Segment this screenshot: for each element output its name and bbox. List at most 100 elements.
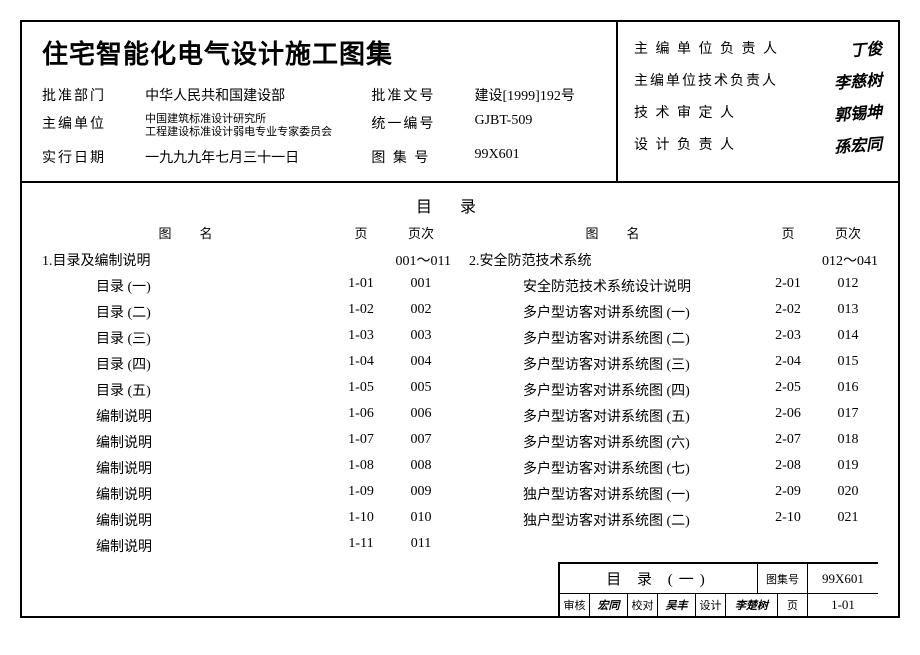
toc-item-seq: 013 <box>818 302 878 322</box>
toc-item-seq: 012 <box>818 276 878 296</box>
editor-unit-label: 主编单位 <box>42 113 127 139</box>
toc-item-seq: 002 <box>391 302 451 322</box>
toc-item-page: 2-06 <box>758 406 818 426</box>
section-range: 012～041 <box>798 250 878 270</box>
toc-item-name: 多户型访客对讲系统图 (七) <box>523 458 758 478</box>
toc-item-name: 目录 (四) <box>96 354 331 374</box>
toc-row: 目录 (四)1-04004 <box>42 354 451 374</box>
toc-row: 编制说明1-08008 <box>42 458 451 478</box>
info-grid: 批准部门 中华人民共和国建设部 批准文号 建设[1999]192号 主编单位 中… <box>42 85 596 167</box>
toc-item-page: 2-03 <box>758 328 818 348</box>
atlas-no-label: 图 集 号 <box>371 147 456 167</box>
toc-item-name: 编制说明 <box>96 458 331 478</box>
footer-atlas-label: 图集号 <box>758 564 808 593</box>
toc-item-name: 目录 (二) <box>96 302 331 322</box>
toc-item-seq: 004 <box>391 354 451 374</box>
toc-row: 独户型访客对讲系统图 (二)2-10021 <box>469 510 878 530</box>
toc-left-column: 图名 页 页次 1.目录及编制说明 001～011 目录 (一)1-01001目… <box>42 223 451 562</box>
toc-row: 目录 (二)1-02002 <box>42 302 451 322</box>
toc-item-page: 2-04 <box>758 354 818 374</box>
footer-top: 目 录 (一) 图集号 99X601 <box>560 564 878 594</box>
resp-label: 主 编 单 位 负 责 人 <box>634 38 844 58</box>
toc-row: 目录 (五)1-05005 <box>42 380 451 400</box>
toc-item-page: 1-02 <box>331 302 391 322</box>
resp-label: 设 计 负 责 人 <box>634 134 828 154</box>
approval-doc-label: 批准文号 <box>371 85 456 105</box>
responsible-row: 主编单位技术负责人 李慈树 <box>634 68 882 92</box>
responsible-row: 主 编 单 位 负 责 人 丁俊 <box>634 36 882 60</box>
toc-item-page: 1-03 <box>331 328 391 348</box>
document-title: 住宅智能化电气设计施工图集 <box>42 34 596 71</box>
toc-row: 多户型访客对讲系统图 (四)2-05016 <box>469 380 878 400</box>
toc-item-seq: 018 <box>818 432 878 452</box>
toc-item-page: 1-07 <box>331 432 391 452</box>
toc-item-name: 多户型访客对讲系统图 (三) <box>523 354 758 374</box>
page-label: 页 <box>778 594 808 616</box>
toc-row: 编制说明1-06006 <box>42 406 451 426</box>
toc-item-seq: 011 <box>391 536 451 556</box>
column-header: 图名 页 页次 <box>42 223 451 242</box>
footer: 目 录 (一) 图集号 99X601 审核 宏同 校对 吴丰 设计 李楚树 页 … <box>42 562 878 616</box>
toc-item-seq: 016 <box>818 380 878 400</box>
toc-item-page: 1-01 <box>331 276 391 296</box>
toc-item-name: 多户型访客对讲系统图 (二) <box>523 328 758 348</box>
toc-item-name: 多户型访客对讲系统图 (一) <box>523 302 758 322</box>
header-left: 住宅智能化电气设计施工图集 批准部门 中华人民共和国建设部 批准文号 建设[19… <box>22 22 618 181</box>
toc-item-name: 编制说明 <box>96 510 331 530</box>
toc-item-seq: 015 <box>818 354 878 374</box>
toc-columns: 图名 页 页次 1.目录及编制说明 001～011 目录 (一)1-01001目… <box>42 223 878 562</box>
toc-item-seq: 007 <box>391 432 451 452</box>
col-head-name: 图名 <box>523 223 758 242</box>
toc-row: 多户型访客对讲系统图 (六)2-07018 <box>469 432 878 452</box>
toc-item-name: 安全防范技术系统设计说明 <box>523 276 758 296</box>
toc-item-name: 目录 (一) <box>96 276 331 296</box>
toc-item-page: 1-11 <box>331 536 391 556</box>
toc-item-seq: 001 <box>391 276 451 296</box>
toc-row: 编制说明1-09009 <box>42 484 451 504</box>
signature: 丁俊 <box>849 35 883 61</box>
resp-label: 主编单位技术负责人 <box>634 70 828 90</box>
toc-row: 多户型访客对讲系统图 (二)2-03014 <box>469 328 878 348</box>
toc-row: 多户型访客对讲系统图 (七)2-08019 <box>469 458 878 478</box>
check-label: 校对 <box>628 594 658 616</box>
design-label: 设计 <box>696 594 726 616</box>
toc-item-name: 编制说明 <box>96 484 331 504</box>
footer-bottom: 审核 宏同 校对 吴丰 设计 李楚树 页 1-01 <box>560 594 878 616</box>
toc-item-seq: 005 <box>391 380 451 400</box>
toc-row: 编制说明1-10010 <box>42 510 451 530</box>
resp-label: 技 术 审 定 人 <box>634 102 828 122</box>
toc-item-name: 编制说明 <box>96 406 331 426</box>
toc-item-page: 1-05 <box>331 380 391 400</box>
header-right: 主 编 单 位 负 责 人 丁俊 主编单位技术负责人 李慈树 技 术 审 定 人… <box>618 22 898 181</box>
toc-item-seq: 009 <box>391 484 451 504</box>
toc-item-seq: 021 <box>818 510 878 530</box>
signature: 李慈树 <box>833 66 883 93</box>
editor-unit-value: 中国建筑标准设计研究所 工程建设标准设计弱电专业专家委员会 <box>145 113 353 139</box>
responsible-row: 技 术 审 定 人 郭锡坤 <box>634 100 882 124</box>
toc-item-page: 1-06 <box>331 406 391 426</box>
toc-item-seq: 008 <box>391 458 451 478</box>
toc-row: 编制说明1-11011 <box>42 536 451 556</box>
document-page: 住宅智能化电气设计施工图集 批准部门 中华人民共和国建设部 批准文号 建设[19… <box>20 20 900 618</box>
toc-item-page: 1-08 <box>331 458 391 478</box>
review-signature: 宏同 <box>590 594 628 616</box>
toc-item-page: 2-07 <box>758 432 818 452</box>
toc-item-seq: 010 <box>391 510 451 530</box>
toc-item-seq: 003 <box>391 328 451 348</box>
toc-item-name: 目录 (五) <box>96 380 331 400</box>
toc-item-name: 编制说明 <box>96 536 331 556</box>
approval-doc-value: 建设[1999]192号 <box>475 85 597 105</box>
toc-item-page: 1-04 <box>331 354 391 374</box>
col-head-page: 页 <box>758 223 818 242</box>
toc-row: 多户型访客对讲系统图 (五)2-06017 <box>469 406 878 426</box>
effective-date-label: 实行日期 <box>42 147 127 167</box>
toc-item-seq: 017 <box>818 406 878 426</box>
toc-item-name: 多户型访客对讲系统图 (四) <box>523 380 758 400</box>
col-head-seq: 页次 <box>391 223 451 242</box>
toc-row: 目录 (三)1-03003 <box>42 328 451 348</box>
effective-date-value: 一九九九年七月三十一日 <box>145 147 353 167</box>
footer-title: 目 录 (一) <box>560 564 758 593</box>
toc-item-page: 2-05 <box>758 380 818 400</box>
col-head-page: 页 <box>331 223 391 242</box>
responsible-row: 设 计 负 责 人 孫宏同 <box>634 132 882 156</box>
